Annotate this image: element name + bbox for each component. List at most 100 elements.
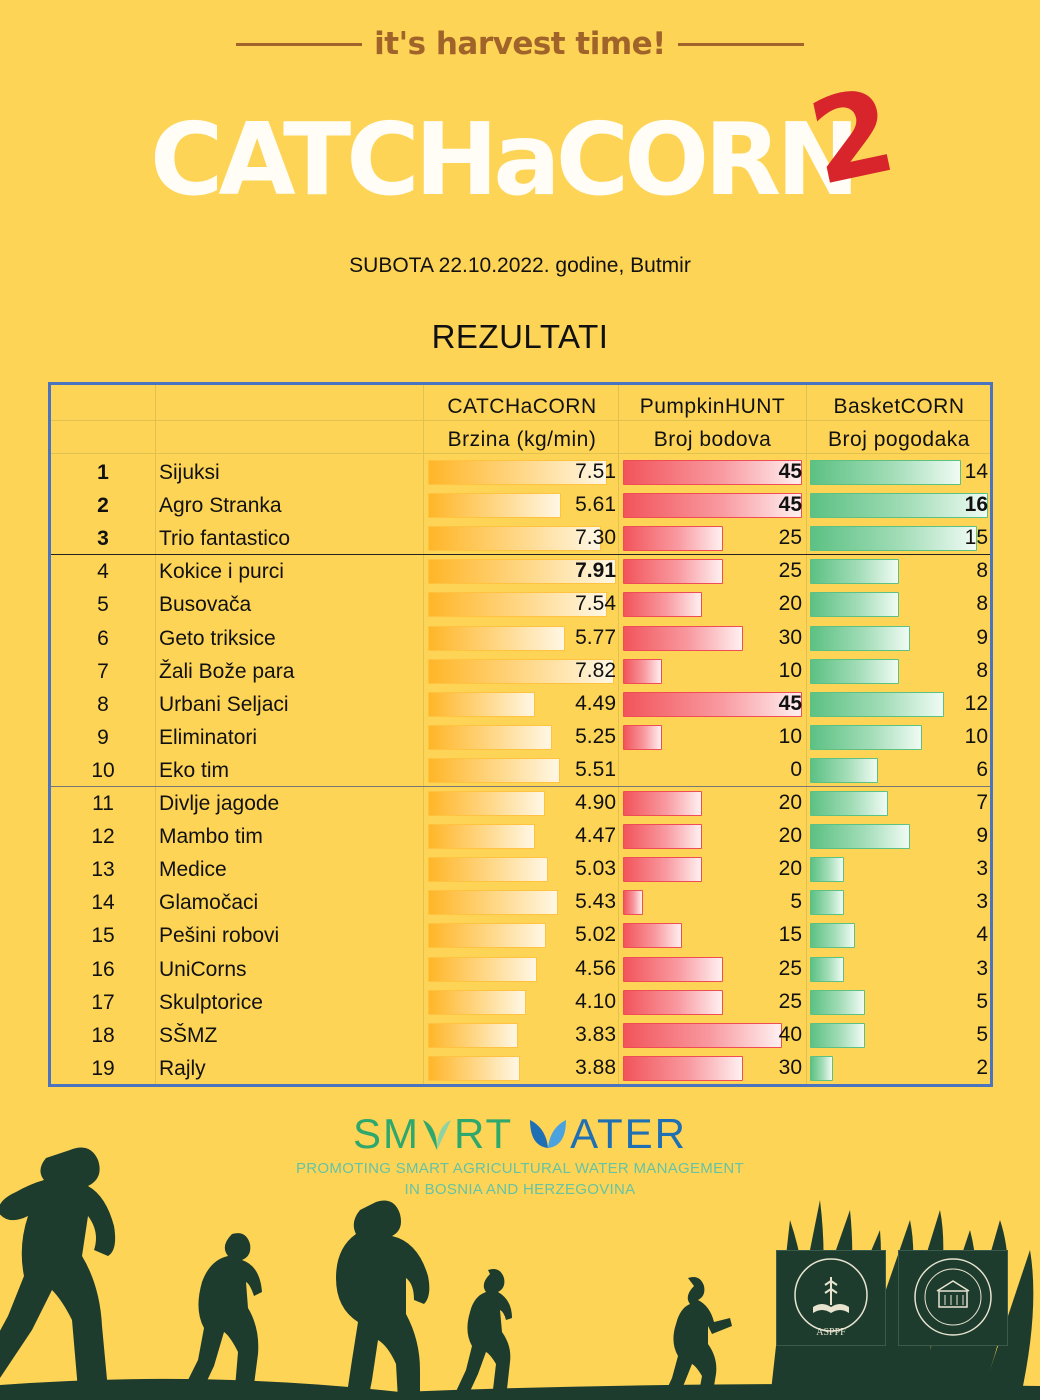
rank-cell: 17 [91,990,115,1014]
rank-cell: 1 [97,461,109,484]
table-row: 15 Pešini robovi 5.02 15 4 [51,919,990,952]
table-row: 16 UniCorns 4.56 25 3 [51,953,990,986]
team-name-cell: Divlje jagode [159,792,280,815]
col-header-pumpkinhunt: PumpkinHUNT [639,395,786,418]
column-divider [806,385,807,1084]
group-divider [51,786,990,787]
rank-cell: 5 [97,593,109,617]
rank-cell: 9 [97,725,109,749]
basketcorn-bar [810,791,888,816]
basketcorn-value: 8 [976,592,988,616]
rank-cell: 2 [97,494,109,518]
pumpkinhunt-bar [623,791,702,816]
basketcorn-bar [810,691,944,717]
pumpkinhunt-cell: 20 [621,822,804,850]
tagline-right-rule [677,42,804,46]
catchacorn-cell: 4.47 [426,822,618,850]
basketcorn-bar [810,460,961,485]
tagline-text: it's harvest time! [374,26,666,62]
col-subheader-hits: Broj pogodaka [828,428,970,451]
basketcorn-value: 16 [964,493,988,517]
col-header-basketcorn: BasketCORN [833,395,965,418]
smartwater-tagline-2: IN BOSNIA AND HERZEGOVINA [404,1181,636,1198]
team-name-cell: Eliminatori [159,725,258,749]
pumpkinhunt-bar [623,857,702,883]
basketcorn-value: 7 [976,791,988,814]
catchacorn-value: 5.43 [575,890,616,914]
runner-silhouette [178,1233,262,1400]
basketcorn-bar [810,857,844,883]
smartwater-word-part: ATER [570,1110,688,1157]
catchacorn-bar [428,989,526,1015]
pumpkinhunt-value: 25 [778,956,802,980]
catchacorn-cell: 5.25 [426,723,618,751]
table-row: 2 Agro Stranka 5.61 45 16 [51,489,990,522]
pumpkinhunt-bar [623,989,723,1015]
catchacorn-value: 5.03 [575,857,616,881]
catchacorn-value: 5.51 [575,757,616,781]
rank-cell: 13 [91,858,115,882]
pumpkinhunt-bar [623,592,702,618]
asppf-logo: ASPPF [776,1250,886,1346]
rank-cell: 14 [91,891,115,915]
catchacorn-value: 4.90 [575,791,616,814]
pumpkinhunt-cell: 0 [621,756,804,784]
col-subheader-speed: Brzina (kg/min) [447,428,597,451]
team-name-cell: SŠMZ [159,1023,218,1047]
catchacorn-cell: 7.30 [426,524,618,552]
team-name-cell: Busovača [159,593,252,617]
ground [0,1378,1040,1400]
catchacorn-value: 3.88 [575,1055,616,1079]
pumpkinhunt-cell: 45 [621,491,804,519]
basketcorn-bar [810,625,910,651]
pumpkinhunt-cell: 45 [621,690,804,718]
catchacorn-bar [428,658,614,684]
basketcorn-bar [810,526,977,552]
table-row: 1 Sijuksi 7.51 45 14 [51,456,990,489]
table-row: 8 Urbani Seljaci 4.49 45 12 [51,688,990,721]
pumpkinhunt-bar [623,1022,782,1048]
basketcorn-cell: 3 [808,855,990,883]
results-table: CATCHaCORN PumpkinHUNT BasketCORN Brzina… [48,382,993,1087]
catchacorn-cell: 7.91 [426,557,618,585]
table-row: 9 Eliminatori 5.25 10 10 [51,721,990,754]
team-name-cell: Medice [159,858,227,882]
asppf-label: ASPPF [816,1327,846,1338]
pumpkinhunt-bar [623,625,743,651]
results-heading: REZULTATI [431,318,609,355]
table-row: 19 Rajly 3.88 30 2 [51,1052,990,1085]
team-name-cell: Urbani Seljaci [159,692,289,716]
rank-cell: 12 [91,825,115,849]
catchacorn-value: 5.77 [575,625,616,649]
tagline: it's harvest time! [0,26,1040,62]
pumpkinhunt-value: 15 [778,923,802,947]
rank-cell: 6 [97,626,109,650]
rank-cell: 3 [97,527,109,551]
table-row: 14 Glamočaci 5.43 5 3 [51,886,990,919]
column-divider [618,385,619,1084]
pumpkinhunt-value: 20 [778,592,802,616]
catchacorn-cell: 5.61 [426,491,618,519]
column-divider [423,385,424,1084]
basketcorn-value: 2 [976,1055,988,1079]
basketcorn-bar [810,956,844,982]
pumpkinhunt-cell: 20 [621,789,804,817]
basketcorn-value: 8 [976,559,988,583]
pumpkinhunt-bar [623,559,723,585]
pumpkinhunt-value: 45 [778,460,802,483]
catchacorn-value: 5.61 [575,493,616,517]
university-sarajevo-logo [898,1250,1008,1346]
basketcorn-bar [810,890,844,916]
pumpkinhunt-value: 30 [778,625,802,649]
table-row: 12 Mambo tim 4.47 20 9 [51,820,990,853]
basketcorn-value: 8 [976,658,988,682]
pumpkinhunt-value: 45 [778,493,802,517]
team-name-cell: Kokice i purci [159,560,284,584]
pumpkinhunt-value: 20 [778,857,802,881]
catchacorn-value: 4.56 [575,956,616,980]
basketcorn-value: 3 [976,857,988,881]
basketcorn-value: 15 [964,526,988,550]
pumpkinhunt-cell: 25 [621,557,804,585]
smartwater-word-part: RT [453,1110,527,1157]
pumpkinhunt-value: 10 [778,658,802,682]
